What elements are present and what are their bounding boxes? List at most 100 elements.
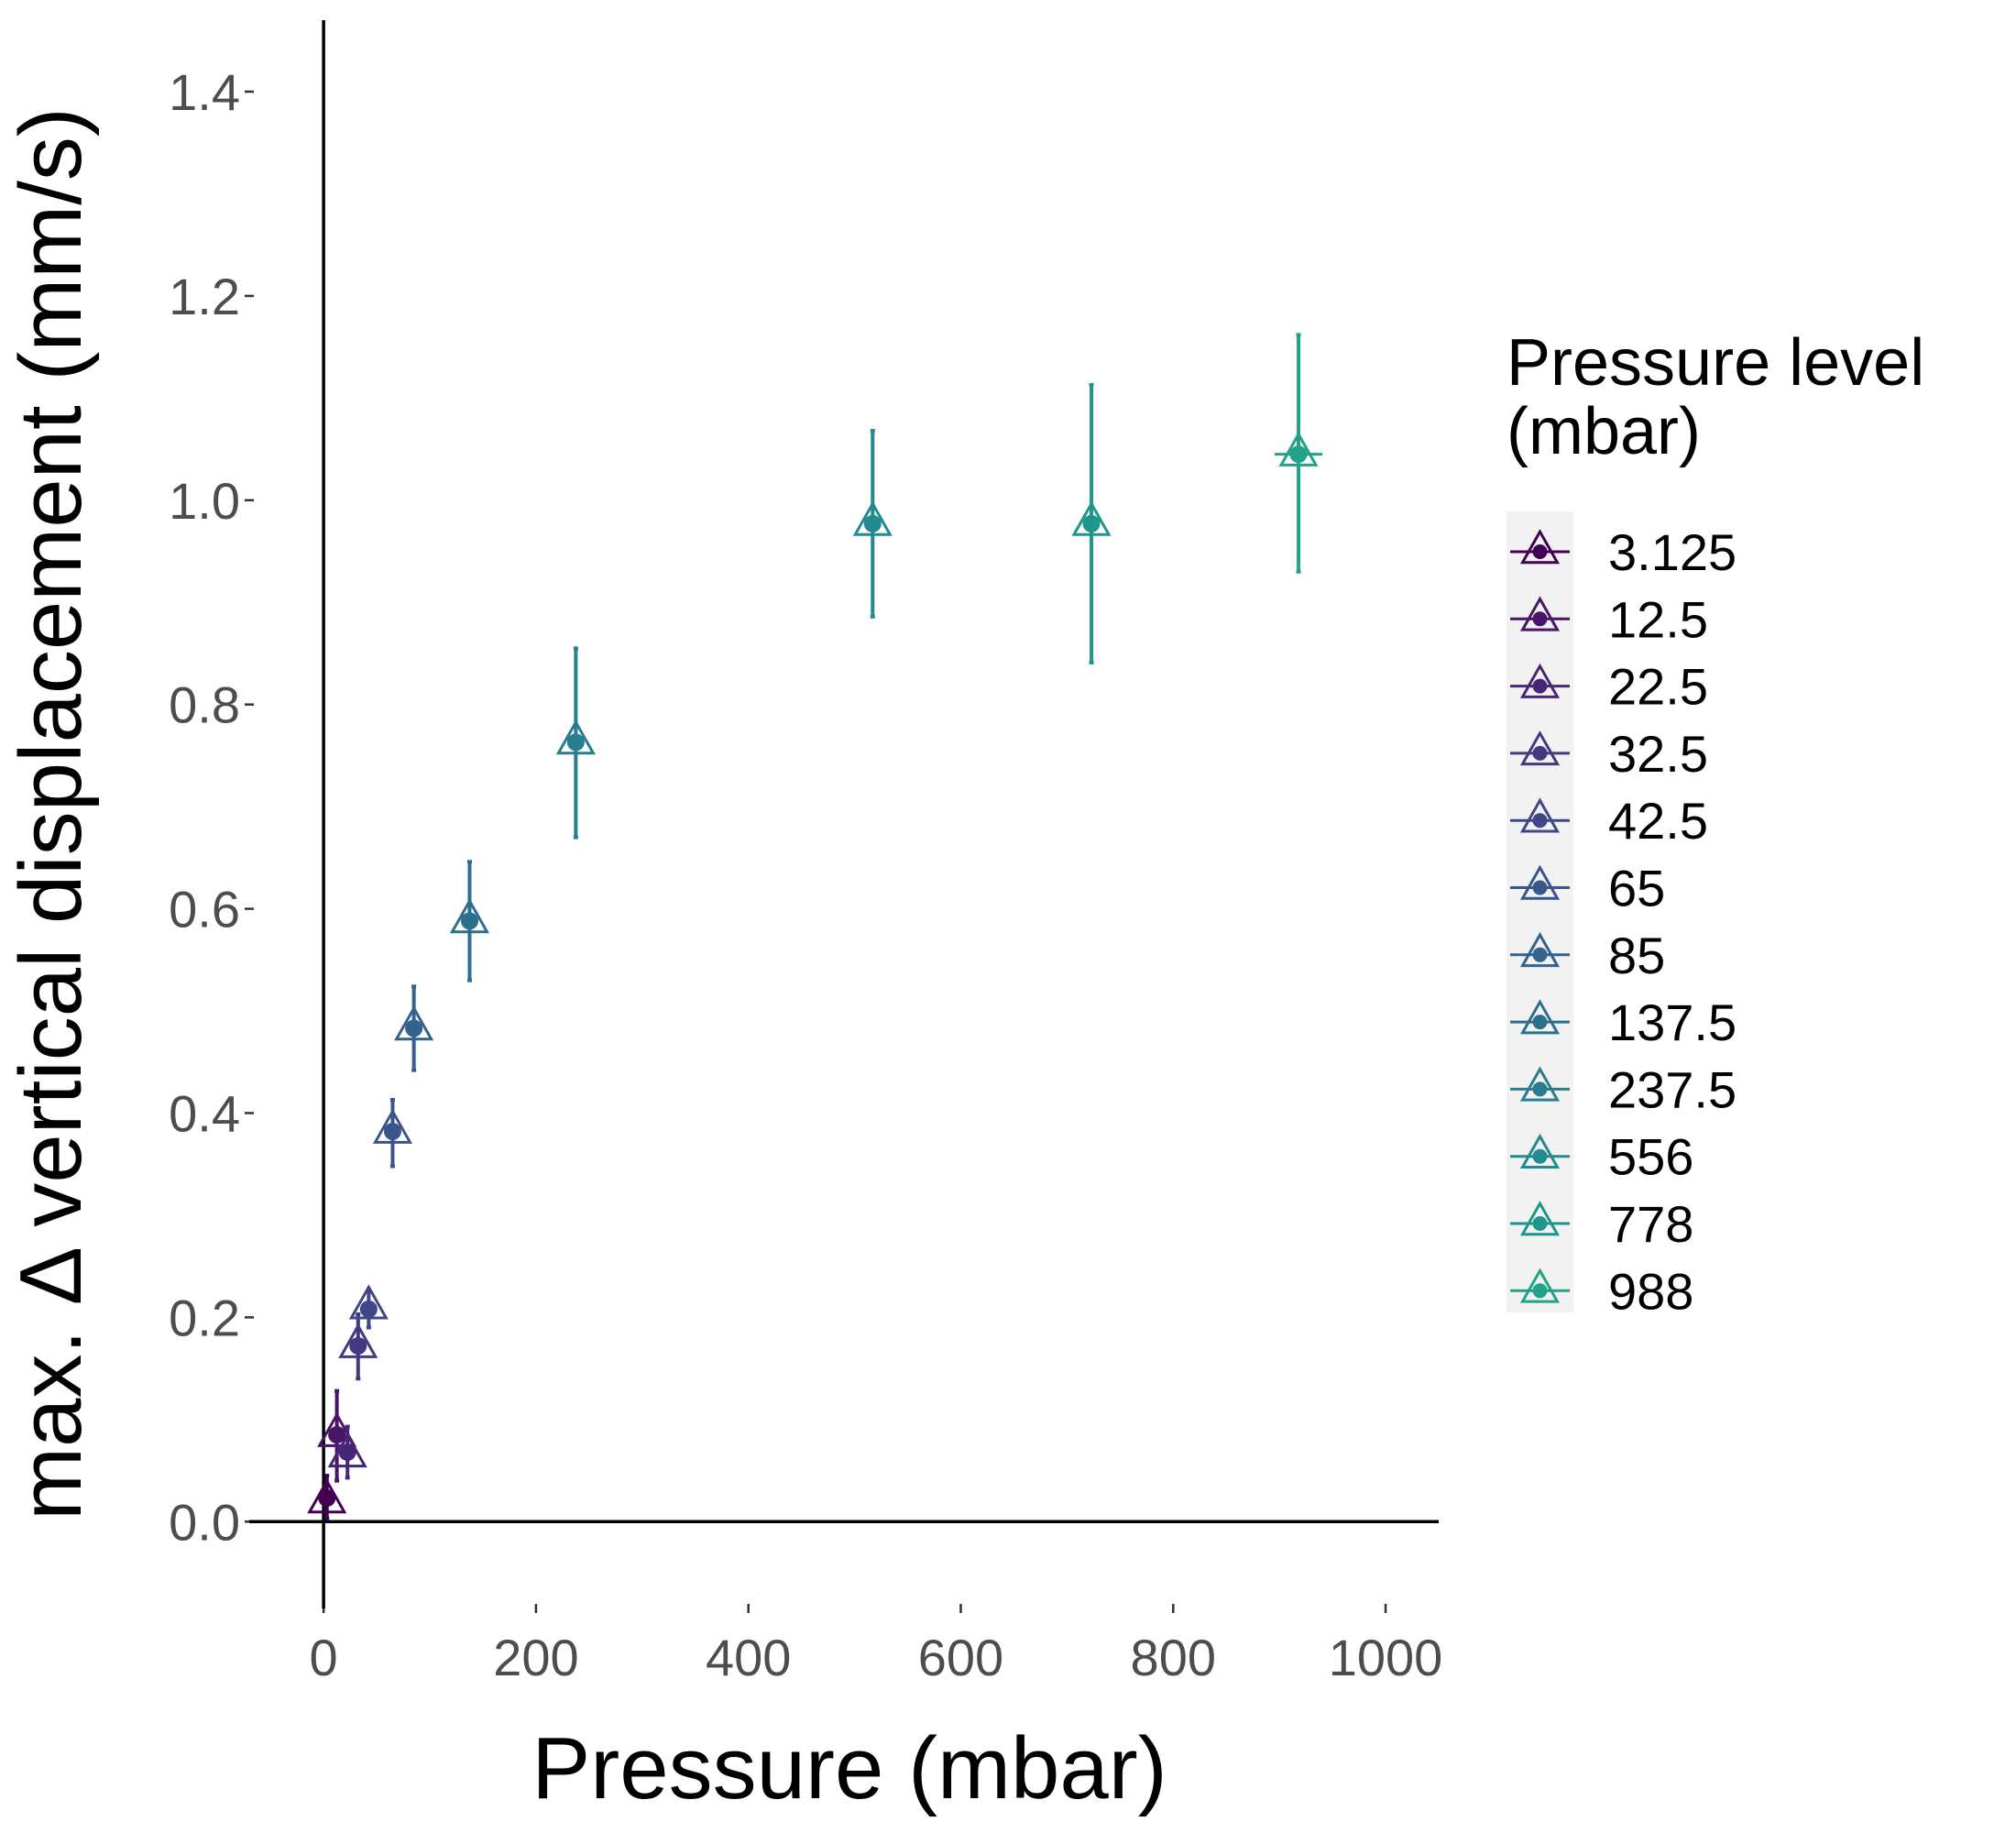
legend-key-point xyxy=(1532,544,1548,559)
triangle-point xyxy=(307,1478,347,1514)
legend-label: 137.5 xyxy=(1608,993,1737,1051)
triangle-point xyxy=(555,719,596,755)
series-42.5 xyxy=(348,1284,389,1330)
legend-key-triangle xyxy=(1519,999,1561,1035)
data-point xyxy=(405,1019,423,1037)
data-point xyxy=(383,1123,401,1141)
triangle-point xyxy=(1278,431,1319,466)
legend-key-point xyxy=(1532,813,1548,829)
data-point xyxy=(328,1426,346,1444)
x-axis-title: Pressure (mbar) xyxy=(531,1719,1167,1817)
series-65 xyxy=(372,1097,413,1169)
triangle-point xyxy=(1071,500,1112,536)
legend-key-point xyxy=(1532,678,1548,694)
legend-label: 556 xyxy=(1608,1128,1693,1186)
legend-key-triangle xyxy=(1519,730,1561,766)
y-tick-label: 0.6 xyxy=(169,881,240,938)
x-tick-label: 400 xyxy=(706,1629,791,1686)
triangle-point xyxy=(327,1432,367,1468)
legend-label: 3.125 xyxy=(1608,523,1737,581)
legend-key-point xyxy=(1532,1148,1548,1164)
data-point xyxy=(349,1337,367,1356)
x-axis-ticks: 0 200 400 600 800 1000 xyxy=(310,1604,1443,1686)
series-556 xyxy=(852,429,893,619)
y-tick-label: 1.4 xyxy=(169,63,240,121)
y-tick-label: 0.2 xyxy=(169,1289,240,1346)
legend-label: 778 xyxy=(1608,1195,1693,1253)
series-137.5 xyxy=(449,860,490,982)
legend-item: 137.5 xyxy=(1510,993,1737,1051)
legend-item: 12.5 xyxy=(1510,590,1708,648)
legend-key-triangle xyxy=(1519,529,1561,565)
triangle-point xyxy=(449,898,490,934)
triangle-point xyxy=(348,1284,389,1320)
legend-item: 22.5 xyxy=(1510,658,1708,716)
y-tick-label: 1.2 xyxy=(169,268,240,325)
legend-label: 12.5 xyxy=(1608,590,1708,648)
legend-key-point xyxy=(1532,1216,1548,1231)
series-85 xyxy=(394,984,434,1072)
legend-item: 778 xyxy=(1510,1195,1693,1253)
legend-label: 65 xyxy=(1608,860,1665,917)
triangle-point xyxy=(852,500,893,536)
legend-label: 988 xyxy=(1608,1262,1693,1320)
legend-item: 556 xyxy=(1510,1128,1693,1186)
plot-marks xyxy=(307,333,1323,1520)
legend-key-triangle xyxy=(1519,1201,1561,1236)
data-point xyxy=(566,733,585,752)
triangle-point xyxy=(394,1005,434,1041)
legend-key-triangle xyxy=(1519,931,1561,968)
legend-key-point xyxy=(1532,1015,1548,1030)
series-988 xyxy=(1275,333,1323,574)
legend-label: 42.5 xyxy=(1608,792,1708,850)
legend-key-point xyxy=(1532,1081,1548,1097)
data-point xyxy=(338,1443,356,1461)
legend-key-triangle xyxy=(1519,797,1561,833)
data-point xyxy=(1082,514,1101,532)
legend-key-background xyxy=(1507,511,1573,1312)
legend-key-triangle xyxy=(1519,1268,1561,1303)
legend-item: 3.125 xyxy=(1510,523,1737,581)
legend-title: Pressure level (mbar) xyxy=(1507,326,1924,468)
triangle-point xyxy=(372,1108,413,1144)
legend-item: 988 xyxy=(1510,1262,1693,1320)
y-tick-label: 0.8 xyxy=(169,676,240,734)
triangle-point xyxy=(317,1411,357,1447)
data-point xyxy=(1289,445,1308,464)
data-point xyxy=(863,514,882,532)
axes xyxy=(249,20,1439,1608)
series-32.5 xyxy=(338,1312,378,1381)
legend-title-line: Pressure level xyxy=(1507,326,1924,400)
triangle-point xyxy=(338,1323,378,1358)
x-tick-label: 1000 xyxy=(1329,1629,1443,1686)
legend-label: 85 xyxy=(1608,927,1665,984)
legend-item: 42.5 xyxy=(1510,792,1708,850)
legend-key-point xyxy=(1532,611,1548,627)
legend-label: 32.5 xyxy=(1608,725,1708,783)
series-3.125 xyxy=(307,1474,347,1520)
legend-key-triangle xyxy=(1519,1066,1561,1102)
x-tick-label: 800 xyxy=(1131,1629,1216,1686)
legend-label: 237.5 xyxy=(1608,1060,1737,1118)
series-778 xyxy=(1071,382,1112,665)
data-point xyxy=(460,912,478,930)
legend-key-point xyxy=(1532,947,1548,962)
legend-key-point xyxy=(1532,745,1548,761)
legend-key-triangle xyxy=(1519,596,1561,631)
legend-item: 65 xyxy=(1510,860,1665,917)
y-tick-label: 0.0 xyxy=(169,1493,240,1551)
y-axis-ticks: 0.0 0.2 0.4 0.6 0.8 1.0 1.2 1.4 xyxy=(169,63,254,1551)
y-tick-label: 0.4 xyxy=(169,1084,240,1142)
y-axis-title: max. Δ vertical displacement (mm/s) xyxy=(2,107,100,1520)
legend-item: 85 xyxy=(1510,927,1665,984)
x-tick-label: 0 xyxy=(310,1629,338,1686)
legend-key-point xyxy=(1532,1283,1548,1299)
legend-item: 32.5 xyxy=(1510,725,1708,783)
y-tick-label: 1.0 xyxy=(169,472,240,530)
x-tick-label: 200 xyxy=(493,1629,578,1686)
data-point xyxy=(359,1300,378,1318)
legend-label: 22.5 xyxy=(1608,658,1708,716)
legend-key-triangle xyxy=(1519,1133,1561,1169)
legend-item: 237.5 xyxy=(1510,1060,1737,1118)
